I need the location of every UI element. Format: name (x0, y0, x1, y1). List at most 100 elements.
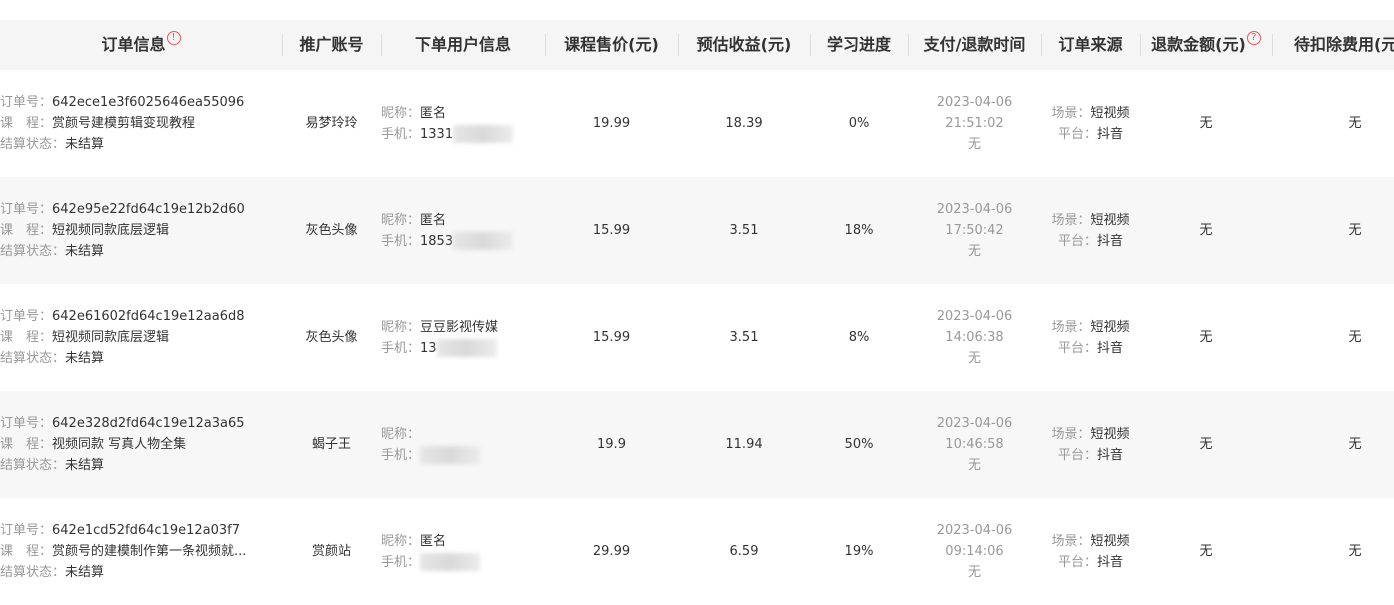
source-cell: 场景：短视频 平台：抖音 (1051, 319, 1130, 356)
progress: 19% (844, 544, 874, 559)
promoter: 蝎子王 (311, 437, 351, 452)
table-row: 订单号：642e95e22fd64c19e12b2d60 课 程：短视频同款底层… (0, 177, 1394, 284)
income: 11.94 (725, 437, 763, 452)
table-row: 订单号：642e61602fd64c19e12aa6d8 课 程：短视频同款底层… (0, 284, 1394, 391)
course-name: 短视频同款底层逻辑 (52, 223, 170, 238)
divider (810, 34, 811, 56)
platform: 抖音 (1097, 340, 1124, 356)
header-order-info: 订单信息! (0, 20, 282, 70)
scene: 短视频 (1090, 319, 1130, 335)
pay-time: 10:46:58 (945, 437, 1004, 452)
pay-time: 17:50:42 (945, 223, 1004, 238)
divider (282, 34, 283, 56)
header-refund: 退款金额(元)? (1140, 20, 1272, 70)
scene: 短视频 (1090, 105, 1130, 121)
header-promoter: 推广账号 (299, 35, 364, 54)
time-cell: 2023-04-06 14:06:38 无 (908, 284, 1041, 391)
nickname: 匿名 (420, 105, 447, 121)
refund-amount: 无 (1199, 330, 1213, 345)
table-row: 订单号：642e1cd52fd64c19e12a03f7 课 程：赏颜号的建模制… (0, 498, 1394, 605)
scene: 短视频 (1090, 426, 1130, 442)
income: 18.39 (725, 116, 763, 131)
header-time: 支付/退款时间 (923, 35, 1026, 54)
price: 19.99 (592, 116, 631, 131)
table-header: 订单信息! 推广账号 下单用户信息 课程售价(元) 预估收益(元) 学习进度 支… (0, 20, 1394, 70)
nickname: 豆豆影视传媒 (420, 319, 499, 335)
promoter: 易梦玲玲 (305, 116, 358, 131)
redacted-blur (453, 232, 514, 250)
divider (1140, 34, 1141, 56)
phone: 1853 (420, 233, 454, 249)
time-cell: 2023-04-06 17:50:42 无 (908, 177, 1041, 284)
income: 6.59 (729, 544, 759, 559)
exclamation-circle-icon[interactable]: ! (166, 31, 181, 45)
user-info-cell: 昵称：匿名 手机：1853 (381, 177, 545, 284)
redacted-blur (453, 125, 514, 143)
header-user-info: 下单用户信息 (414, 35, 511, 54)
promoter: 赏颜站 (311, 544, 351, 559)
platform: 抖音 (1097, 554, 1124, 570)
course-name: 赏颜号的建模制作第一条视频就... (52, 544, 247, 559)
phone: 13 (420, 340, 437, 356)
header-price: 课程售价(元) (564, 35, 659, 54)
deduct-fee: 无 (1348, 330, 1362, 345)
refund-time: 无 (967, 458, 981, 473)
settle-status: 未结算 (65, 458, 105, 473)
price: 15.99 (592, 330, 631, 345)
table-row: 订单号：642e328d2fd64c19e12a3a65 课 程：视频同款 写真… (0, 391, 1394, 498)
platform: 抖音 (1097, 447, 1124, 463)
pay-date: 2023-04-06 (936, 523, 1013, 538)
refund-amount: 无 (1199, 544, 1213, 559)
user-info-cell: 昵称：豆豆影视传媒 手机：13 (381, 319, 499, 357)
order-number: 642e328d2fd64c19e12a3a65 (52, 416, 245, 431)
user-info-cell: 昵称：匿名 手机： (381, 498, 545, 605)
scene: 短视频 (1090, 212, 1130, 228)
promoter: 灰色头像 (305, 330, 358, 345)
refund-time: 无 (967, 137, 981, 152)
refund-amount: 无 (1199, 116, 1213, 131)
order-number: 642e61602fd64c19e12aa6d8 (52, 309, 245, 324)
redacted-blur (420, 446, 481, 464)
pay-time: 14:06:38 (945, 330, 1004, 345)
scene: 短视频 (1090, 533, 1130, 549)
refund-time: 无 (967, 565, 981, 580)
nickname: 匿名 (420, 533, 447, 549)
settle-status: 未结算 (65, 351, 105, 366)
divider (1272, 34, 1273, 56)
pay-date: 2023-04-06 (936, 202, 1013, 217)
order-number: 642ece1e3f6025646ea55096 (52, 95, 245, 110)
source-cell: 场景：短视频 平台：抖音 (1051, 105, 1130, 142)
promoter: 灰色头像 (305, 223, 358, 238)
pay-date: 2023-04-06 (936, 416, 1013, 431)
redacted-blur (420, 553, 481, 571)
time-cell: 2023-04-06 21:51:02 无 (908, 70, 1041, 177)
income: 3.51 (729, 330, 759, 345)
order-info-cell: 订单号：642e328d2fd64c19e12a3a65 课 程：视频同款 写真… (0, 416, 245, 473)
course-name: 短视频同款底层逻辑 (52, 330, 170, 345)
user-info-cell: 昵称： 手机： (381, 391, 545, 498)
time-cell: 2023-04-06 10:46:58 无 (908, 391, 1041, 498)
header-deduct: 待扣除费用(元 (1294, 35, 1394, 54)
header-income: 预估收益(元) (696, 35, 792, 54)
platform: 抖音 (1097, 126, 1124, 142)
divider (678, 34, 679, 56)
refund-time: 无 (967, 351, 981, 366)
order-info-cell: 订单号：642e95e22fd64c19e12b2d60 课 程：短视频同款底层… (0, 202, 245, 259)
source-cell: 场景：短视频 平台：抖音 (1051, 212, 1130, 249)
pay-date: 2023-04-06 (936, 95, 1013, 110)
order-info-cell: 订单号：642ece1e3f6025646ea55096 课 程：赏颜号建模剪辑… (0, 95, 245, 152)
phone: 1331 (420, 126, 454, 142)
table-row: 订单号：642ece1e3f6025646ea55096 课 程：赏颜号建模剪辑… (0, 70, 1394, 177)
order-info-cell: 订单号：642e1cd52fd64c19e12a03f7 课 程：赏颜号的建模制… (0, 523, 247, 580)
price: 15.99 (592, 223, 631, 238)
question-circle-icon[interactable]: ? (1246, 31, 1261, 45)
progress: 8% (848, 330, 870, 345)
divider (908, 34, 909, 56)
deduct-fee: 无 (1348, 116, 1362, 131)
platform: 抖音 (1097, 233, 1124, 249)
source-cell: 场景：短视频 平台：抖音 (1051, 533, 1130, 570)
header-source: 订单来源 (1058, 35, 1123, 54)
settle-status: 未结算 (65, 565, 105, 580)
source-cell: 场景：短视频 平台：抖音 (1051, 426, 1130, 463)
progress: 0% (848, 116, 870, 131)
